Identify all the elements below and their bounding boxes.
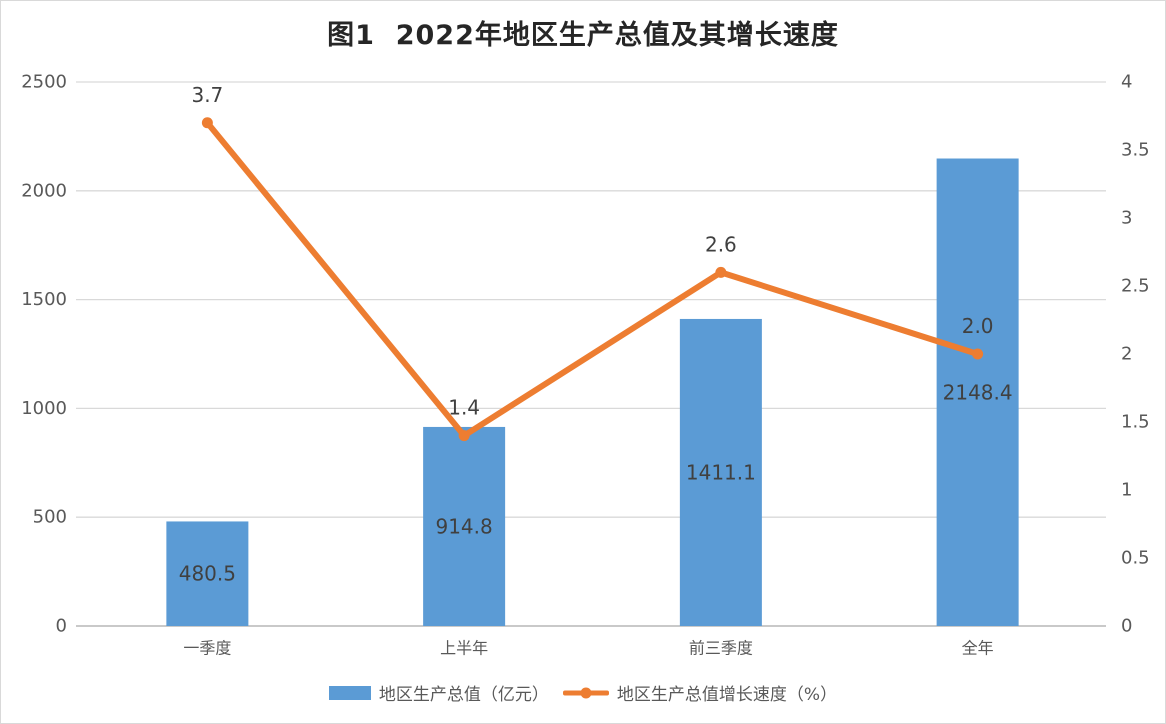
x-category-label: 一季度 [183,639,231,658]
line-point-marker [715,266,727,278]
right-axis-tick-label: 3 [1121,208,1132,229]
line-swatch-marker-icon [580,687,592,698]
chart-legend: 地区生产总值（亿元） 地区生产总值增长速度（%） [1,680,1165,705]
left-axis-tick-label: 1000 [21,398,67,419]
bar-series-swatch-icon [328,685,371,700]
bar-value-label: 480.5 [179,562,236,586]
right-axis-tick-label: 1 [1121,480,1132,501]
left-axis-tick-label: 2500 [21,72,67,93]
bar [166,521,249,626]
chart-title: 图1 2022年地区生产总值及其增长速度 [327,20,839,51]
left-axis-tick-label: 1500 [21,289,67,310]
right-axis-tick-label: 0 [1121,616,1132,637]
legend-item-growth: 地区生产总值增长速度（%） [562,680,838,705]
line-value-label: 3.7 [191,83,223,107]
bar-value-label: 914.8 [435,514,492,538]
legend-label-growth: 地区生产总值增长速度（%） [616,685,838,705]
line-value-label: 2.0 [962,314,994,338]
left-axis-tick-label: 500 [33,507,67,528]
right-axis-tick-label: 2.5 [1121,276,1150,297]
right-axis-tick-label: 1.5 [1121,412,1150,433]
line-value-label: 1.4 [448,396,480,420]
line-series-swatch-icon [562,686,609,700]
bar-value-label: 1411.1 [686,460,756,484]
left-axis-tick-label: 0 [56,616,67,637]
right-axis-tick-label: 2 [1121,344,1132,365]
right-axis-tick-label: 4 [1121,72,1132,93]
left-axis-tick-label: 2000 [21,180,67,201]
right-axis-tick-label: 3.5 [1121,140,1150,161]
x-category-label: 前三季度 [689,639,753,658]
line-point-marker [972,348,984,360]
bar [423,426,506,626]
right-axis-tick-label: 0.5 [1121,548,1150,569]
bar [936,158,1019,626]
line-value-label: 2.6 [705,232,737,256]
bar-value-label: 2148.4 [943,380,1013,404]
bar [679,318,762,626]
legend-item-gdp: 地区生产总值（亿元） [328,680,549,705]
line-series [204,119,981,439]
line-point-marker [201,117,213,129]
x-category-label: 上半年 [440,639,488,658]
line-point-marker [458,430,470,442]
x-category-label: 全年 [962,639,994,658]
legend-label-gdp: 地区生产总值（亿元） [378,685,549,705]
